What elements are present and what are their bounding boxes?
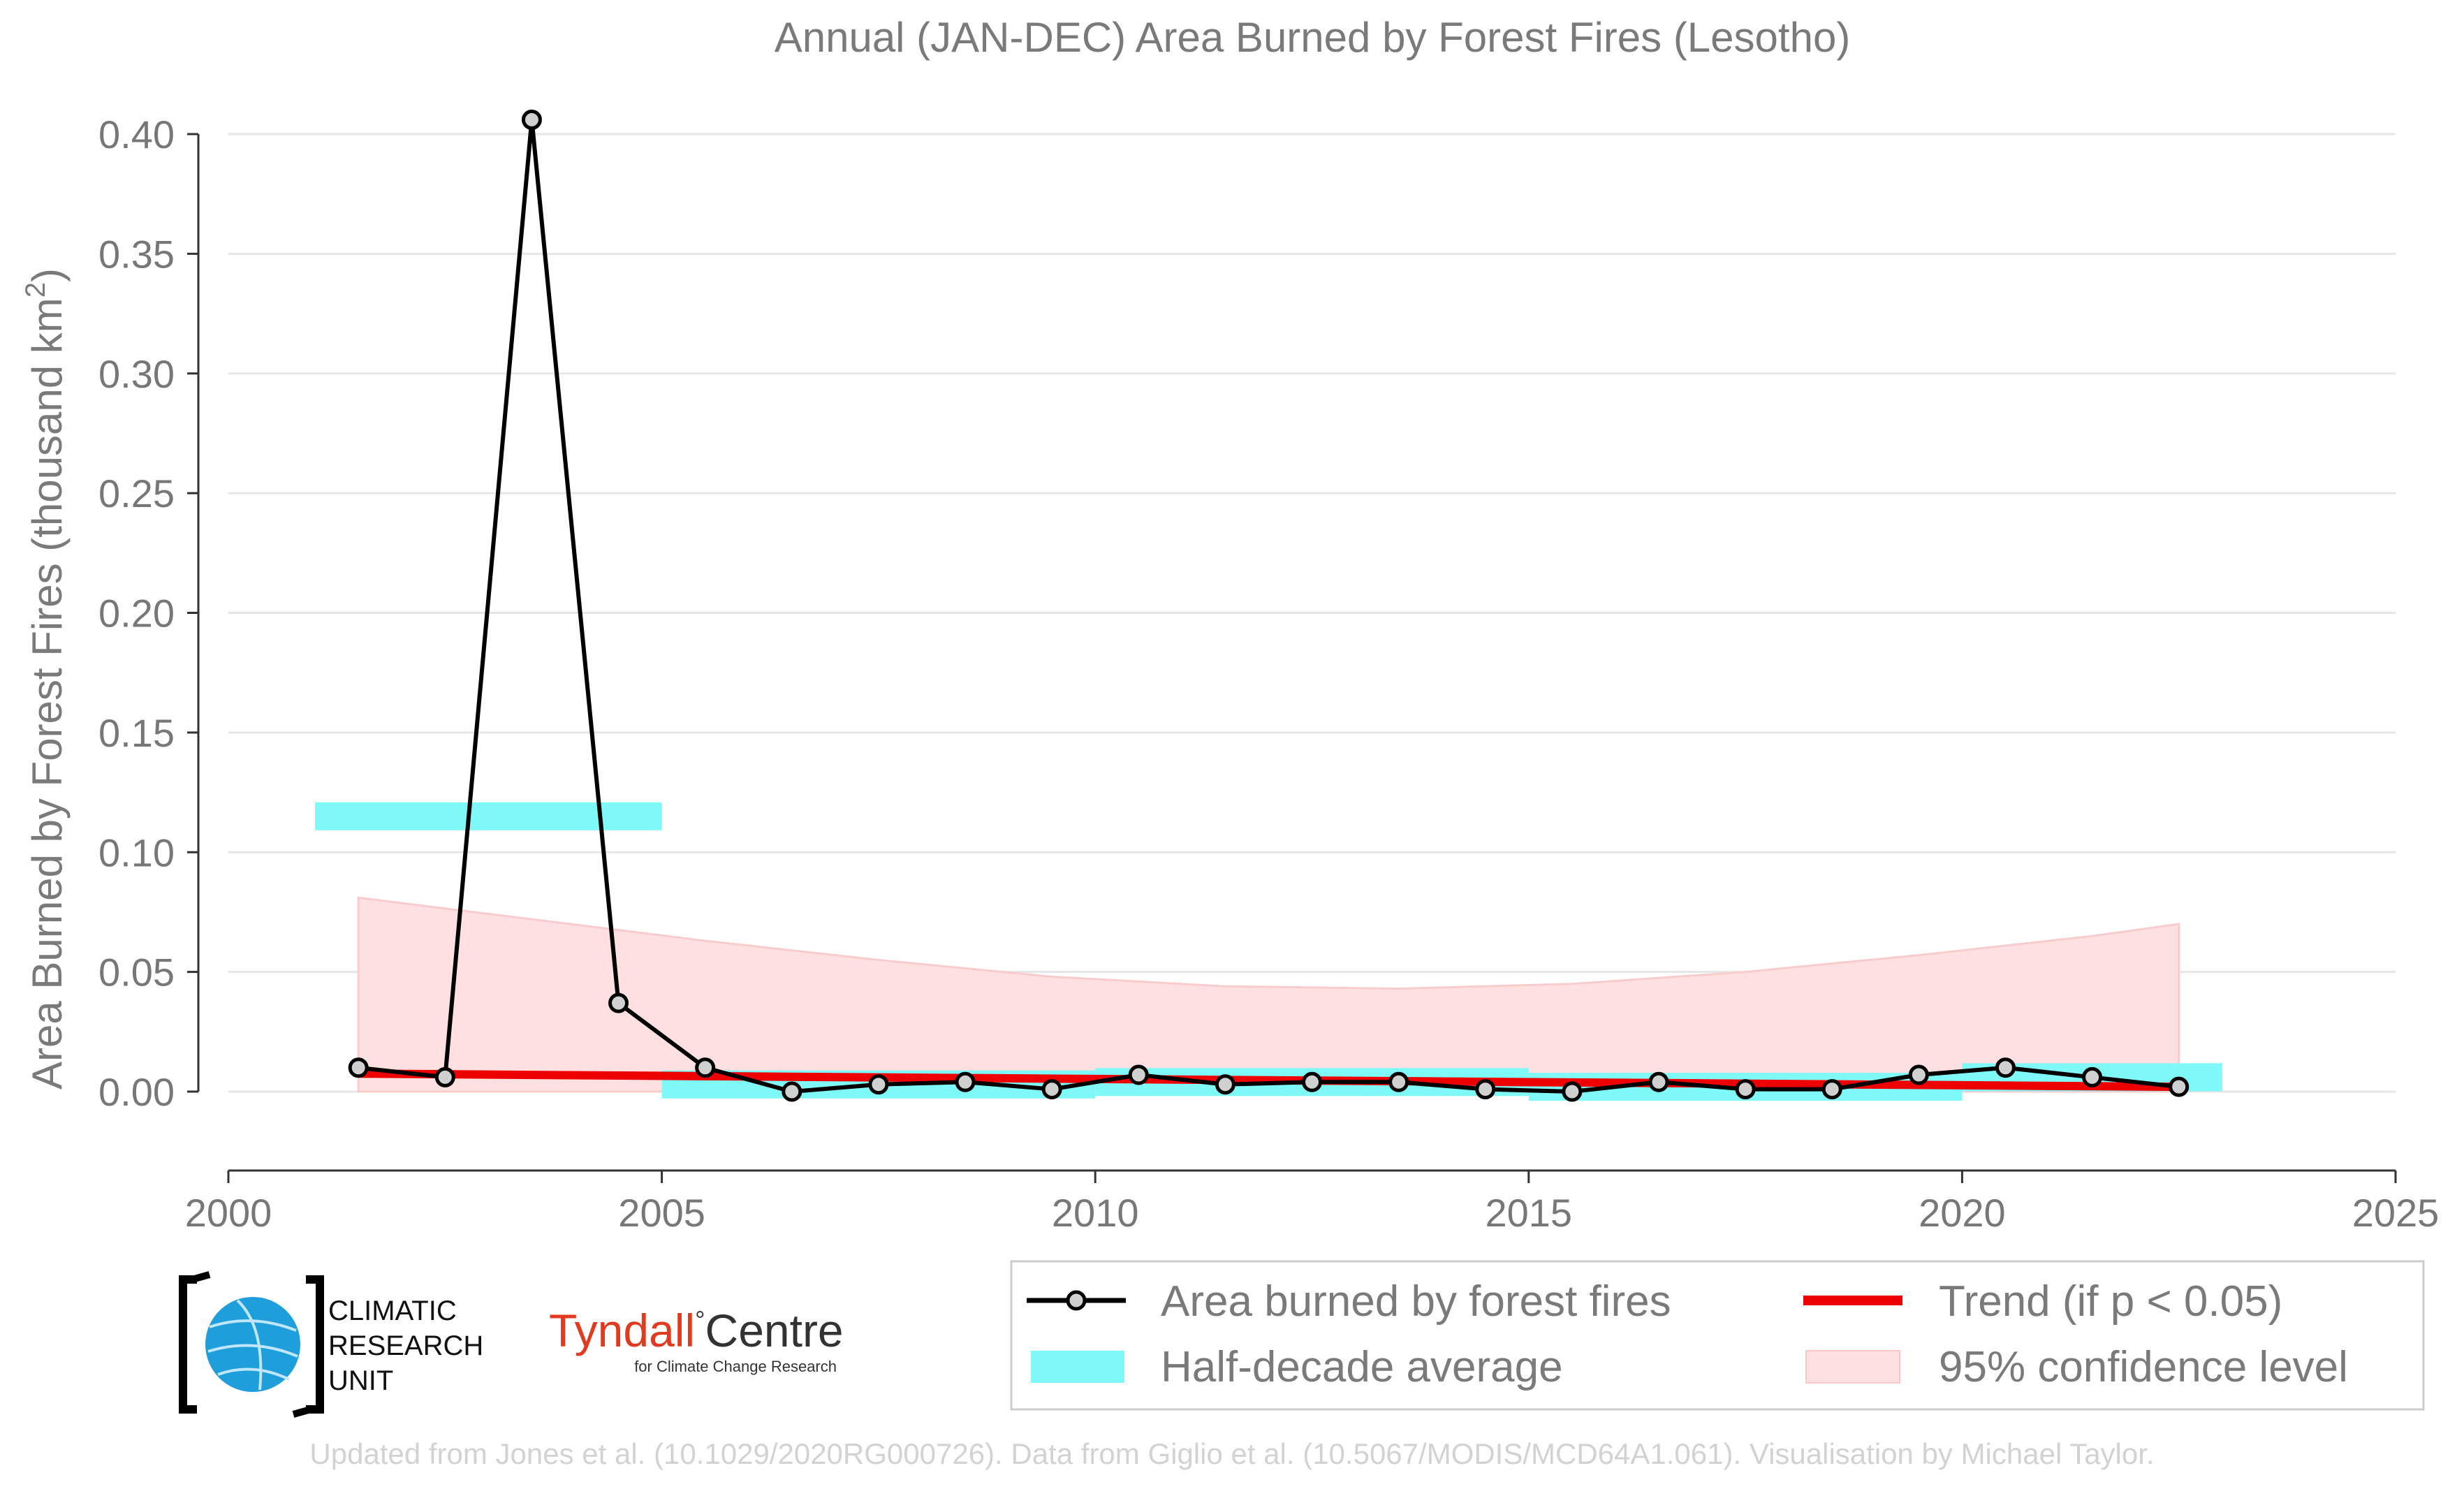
data-point [1128, 1064, 1149, 1085]
legend-box [1010, 1260, 2425, 1411]
y-axis-label-tail: ) [24, 268, 71, 282]
x-tick-label: 2020 [1919, 1191, 2006, 1235]
tyndall-degree: ° [695, 1305, 705, 1334]
cru-bracket-tick-icon [191, 1271, 312, 1418]
data-point [2082, 1066, 2103, 1087]
data-point [1562, 1081, 1583, 1102]
data-point [868, 1074, 889, 1095]
globe-lines-icon [207, 1299, 298, 1391]
y-axis-label: Area Burned by Forest Fires (thousand km… [20, 268, 71, 1090]
data-point [1908, 1064, 1929, 1085]
cru-logo: CLIMATIC RESEARCH UNIT [179, 1271, 483, 1418]
data-point [1215, 1074, 1235, 1095]
cru-text-line1: CLIMATIC [328, 1296, 457, 1326]
series-layer [348, 109, 2190, 1102]
legend: Area burned by forest fires Trend (if p … [1010, 1260, 2425, 1411]
y-tick-label: 0.05 [98, 951, 175, 995]
y-tick-label: 0.35 [98, 232, 175, 276]
y-axis-label-sup: 2 [20, 282, 51, 298]
data-point [1821, 1079, 1842, 1100]
tyndall-centre: Centre [705, 1305, 844, 1356]
data-point [434, 1066, 455, 1087]
half-decade-bar [315, 802, 662, 830]
data-point [1735, 1079, 1756, 1100]
data-point [1995, 1057, 2016, 1078]
y-tick-label: 0.25 [98, 471, 175, 515]
legend-label-trend: Trend (if p < 0.05) [1939, 1277, 2282, 1326]
chart-title: Annual (JAN-DEC) Area Burned by Forest F… [775, 14, 1851, 61]
axes: 0.00 0.05 0.10 0.15 0.20 0.25 0.30 0.35 0.40 2000… [98, 112, 2439, 1235]
cru-bracket-icon [179, 1275, 324, 1414]
data-point [2169, 1076, 2190, 1097]
series-line [358, 117, 2180, 1094]
x-tick-label: 2010 [1052, 1191, 1139, 1235]
legend-label-half-decade: Half-decade average [1161, 1343, 1563, 1391]
confidence-band-layer [357, 896, 2180, 1093]
y-tick-label: 0.15 [98, 711, 175, 755]
trend-line [358, 1069, 2179, 1092]
legend-marker-swatch [1066, 1290, 1087, 1311]
data-point [1475, 1079, 1496, 1100]
trend-layer [358, 1069, 2179, 1092]
y-tick-label: 0.30 [98, 352, 175, 396]
confidence-band [357, 896, 2180, 1093]
y-axis-label-main: Area Burned by Forest Fires (thousand km [24, 298, 71, 1090]
data-point [348, 1057, 369, 1078]
data-point [1302, 1071, 1322, 1092]
legend-confidence-swatch [1805, 1350, 1900, 1384]
cru-text-line2: RESEARCH [328, 1330, 483, 1361]
data-point [695, 1057, 716, 1078]
data-point [1388, 1071, 1409, 1092]
cru-text-line3: UNIT [328, 1365, 393, 1396]
legend-half-decade-swatch [1031, 1351, 1124, 1383]
y-tick-label: 0.10 [98, 830, 175, 874]
tyndall-wordmark: Tyndall°Centre [549, 1305, 844, 1356]
y-tick-label: 0.40 [98, 112, 175, 156]
data-point [1041, 1079, 1062, 1100]
footer-credit: Updated from Jones et al. (10.1029/2020R… [309, 1437, 2154, 1470]
tyndall-subtitle: for Climate Change Research [634, 1358, 837, 1375]
y-tick-label: 0.00 [98, 1070, 175, 1114]
tyndall-word: Tyndall [549, 1305, 695, 1356]
legend-label-confidence: 95% confidence level [1939, 1343, 2348, 1391]
x-tick-label: 2025 [2352, 1191, 2440, 1235]
data-point [782, 1081, 802, 1102]
data-point [521, 109, 542, 130]
data-point [955, 1071, 976, 1092]
x-tick-label: 2015 [1486, 1191, 1573, 1235]
data-point [608, 992, 629, 1013]
legend-label-area-burned: Area burned by forest fires [1161, 1277, 1671, 1326]
x-tick-label: 2005 [618, 1191, 705, 1235]
y-tick-label: 0.20 [98, 592, 175, 636]
tyndall-logo: Tyndall°Centre for Climate Change Resear… [549, 1305, 844, 1375]
x-tick-label: 2000 [185, 1191, 272, 1235]
data-point [1648, 1071, 1669, 1092]
